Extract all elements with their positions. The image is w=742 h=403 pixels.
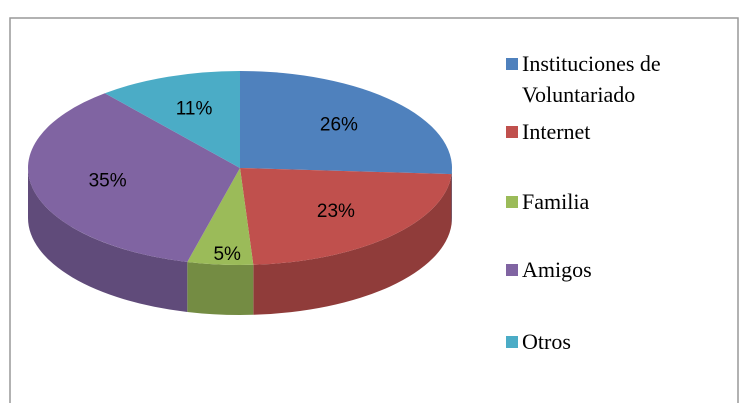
legend-item: Amigos	[506, 254, 721, 285]
legend-item: Internet	[506, 116, 721, 147]
data-label: 5%	[213, 244, 241, 265]
data-label: 35%	[89, 171, 127, 192]
pie-slice	[27, 93, 240, 262]
pie-slice	[240, 71, 452, 175]
legend-swatch	[506, 58, 518, 70]
legend-label: Internet	[522, 119, 591, 144]
pie-side	[253, 174, 452, 315]
legend-item: Otros	[506, 326, 721, 357]
pie-slice	[104, 71, 240, 168]
data-label: 11%	[176, 99, 213, 120]
legend-swatch	[506, 196, 518, 208]
pie-slice	[240, 168, 452, 265]
legend-item: Familia	[506, 186, 721, 217]
pie-side	[28, 168, 188, 312]
pie-side	[187, 261, 254, 316]
pie-slice	[187, 168, 254, 265]
legend-item: Instituciones de Voluntariado	[506, 48, 721, 110]
legend-label: Otros	[522, 329, 571, 354]
legend-swatch	[506, 126, 518, 138]
chart-frame	[9, 17, 739, 403]
legend-swatch	[506, 264, 518, 276]
legend-label: Familia	[522, 189, 590, 214]
data-label: 23%	[317, 201, 355, 222]
legend-swatch	[506, 336, 518, 348]
data-label: 26%	[320, 115, 358, 136]
legend-label: Instituciones de Voluntariado	[522, 51, 661, 107]
legend-label: Amigos	[522, 257, 592, 282]
